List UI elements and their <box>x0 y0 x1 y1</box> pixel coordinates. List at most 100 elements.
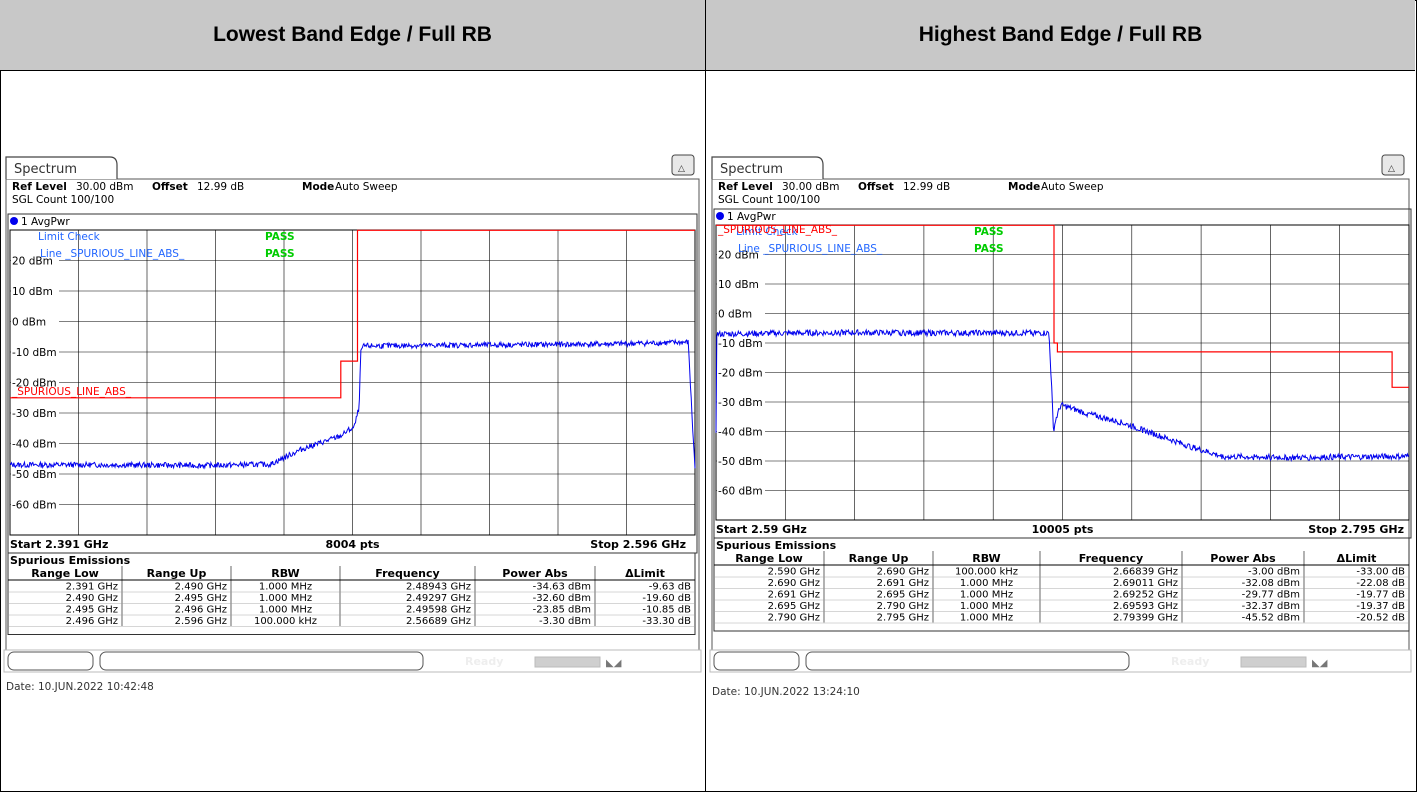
y-tick-bg <box>11 437 59 450</box>
table-cell: 1.000 MHz <box>259 582 312 593</box>
y-tick-label: 20 dBm <box>12 256 53 268</box>
limit-line-name: _SPURIOUS_LINE_ABS_ <box>11 386 132 398</box>
status-field-1[interactable] <box>713 651 800 671</box>
table-cell: -19.60 dB <box>642 593 691 604</box>
y-tick-bg <box>717 396 765 408</box>
capture-date: Date: 10.JUN.2022 10:42:48 <box>6 681 154 693</box>
limit-line-name: _SPURIOUS_LINE_ABS_ <box>717 224 838 236</box>
table-cell: 2.495 GHz <box>66 605 118 616</box>
table-header-cell: RBW <box>271 567 299 580</box>
table-cell: -32.37 dBm <box>1242 601 1300 612</box>
lxi-icon: ◣◢ <box>606 658 622 669</box>
table-cell: -45.52 dBm <box>1242 613 1300 624</box>
lxi-icon: ◣◢ <box>1312 658 1328 669</box>
progress-indicator <box>1240 656 1307 668</box>
table-cell: 2.69593 GHz <box>1113 601 1178 612</box>
table-cell: -9.63 dB <box>649 582 691 593</box>
offset-value: 12.99 dB <box>197 181 244 193</box>
table-cell: 2.391 GHz <box>66 582 118 593</box>
trace-indicator-dot <box>716 212 724 220</box>
y-tick-label: 10 dBm <box>718 279 759 291</box>
table-cell: 2.795 GHz <box>877 613 929 624</box>
mode-label: Mode <box>302 181 334 193</box>
y-tick-label: -40 dBm <box>12 439 57 451</box>
table-cell: -29.77 dBm <box>1242 590 1300 601</box>
y-tick-bg <box>717 307 765 320</box>
table-header-cell: RBW <box>972 552 1000 565</box>
sgl-count: SGL Count 100/100 <box>718 194 820 206</box>
table-header-cell: Frequency <box>1079 552 1143 565</box>
table-cell: 2.69011 GHz <box>1113 578 1178 589</box>
y-tick-label: -60 dBm <box>718 486 763 498</box>
y-tick-label: 20 dBm <box>718 250 759 262</box>
table-header-cell: Range Low <box>31 567 99 580</box>
table-cell: 1.000 MHz <box>960 590 1013 601</box>
table-cell: 2.496 GHz <box>175 605 227 616</box>
analyzer-screenshot-lowest: Spectrum △ Ref Level 30.00 dBm Offset 12.99 d… <box>3 154 702 693</box>
capture-date: Date: 10.JUN.2022 13:24:10 <box>712 686 860 698</box>
table-cell: 2.695 GHz <box>877 590 929 601</box>
line-label: Line _SPURIOUS_LINE_ABS_ <box>738 243 883 255</box>
y-tick-bg <box>11 315 59 328</box>
delta-glyph: △ <box>1388 164 1395 174</box>
status-text: Ready <box>1171 655 1209 668</box>
spectrum-tab-label: Spectrum <box>720 162 783 177</box>
table-cell: -10.85 dB <box>642 605 691 616</box>
y-tick-label: -30 dBm <box>718 397 763 409</box>
table-cell: 100.000 kHz <box>955 567 1018 578</box>
table-cell: -32.60 dBm <box>533 593 591 604</box>
trace-label: 1 AvgPwr <box>727 211 776 223</box>
table-cell: 2.596 GHz <box>175 616 227 627</box>
table-cell: 1.000 MHz <box>960 601 1013 612</box>
spurious-table-frame <box>7 552 696 635</box>
y-tick-bg <box>11 468 59 480</box>
limit-check-result: PASS <box>265 231 295 243</box>
delta-glyph: △ <box>678 164 685 174</box>
spectrum-tab[interactable] <box>5 156 118 179</box>
y-tick-label: -10 dBm <box>718 338 763 350</box>
table-header-cell: Range Low <box>735 552 803 565</box>
y-tick-label: 10 dBm <box>12 286 53 298</box>
y-tick-label: -50 dBm <box>12 469 57 481</box>
mode-value: Auto Sweep <box>335 181 398 193</box>
spurious-table-title: Spurious Emissions <box>10 554 131 567</box>
table-cell: -19.37 dB <box>1356 601 1405 612</box>
line-result: PASS <box>974 243 1004 255</box>
spurious-table-frame <box>713 537 1410 632</box>
table-cell: 2.590 GHz <box>768 567 820 578</box>
status-field-2[interactable] <box>805 651 1130 671</box>
y-tick-label: -50 dBm <box>718 456 763 468</box>
table-cell: 2.490 GHz <box>66 593 118 604</box>
panel-divider <box>705 0 706 792</box>
limit-check-label: Limit Check <box>38 231 101 243</box>
y-tick-bg <box>717 455 765 467</box>
spectrum-tab[interactable] <box>711 156 824 179</box>
table-cell: -3.30 dBm <box>539 616 591 627</box>
table-cell: -20.52 dB <box>1356 613 1405 624</box>
table-cell: -19.77 dB <box>1356 590 1405 601</box>
header-lowest-band-edge: Lowest Band Edge / Full RB <box>0 0 706 71</box>
y-tick-bg <box>717 484 765 497</box>
table-cell: 1.000 MHz <box>259 593 312 604</box>
status-field-1[interactable] <box>7 651 94 671</box>
table-cell: -34.63 dBm <box>533 582 591 593</box>
display-config-icon[interactable] <box>671 154 695 176</box>
offset-label: Offset <box>152 181 188 193</box>
limit-line <box>10 229 695 399</box>
y-tick-bg <box>11 254 59 267</box>
ref-level-value: 30.00 dBm <box>76 181 134 193</box>
mode-value: Auto Sweep <box>1041 181 1104 193</box>
table-header-cell: Frequency <box>375 567 439 580</box>
status-field-2[interactable] <box>99 651 424 671</box>
table-cell: 2.690 GHz <box>768 578 820 589</box>
limit-check-label: Limit Check <box>736 226 799 238</box>
table-cell: 2.48943 GHz <box>406 582 471 593</box>
table-cell: 2.49598 GHz <box>406 605 471 616</box>
table-cell: 2.495 GHz <box>175 593 227 604</box>
spurious-table-title: Spurious Emissions <box>716 539 837 552</box>
table-cell: 1.000 MHz <box>960 613 1013 624</box>
y-tick-bg <box>11 407 59 419</box>
y-tick-bg <box>717 425 765 438</box>
analyzer-screenshot-highest: Spectrum △ Ref Level 30.00 dBm Offset 12.99 d… <box>709 154 1412 698</box>
display-config-icon[interactable] <box>1381 154 1405 176</box>
